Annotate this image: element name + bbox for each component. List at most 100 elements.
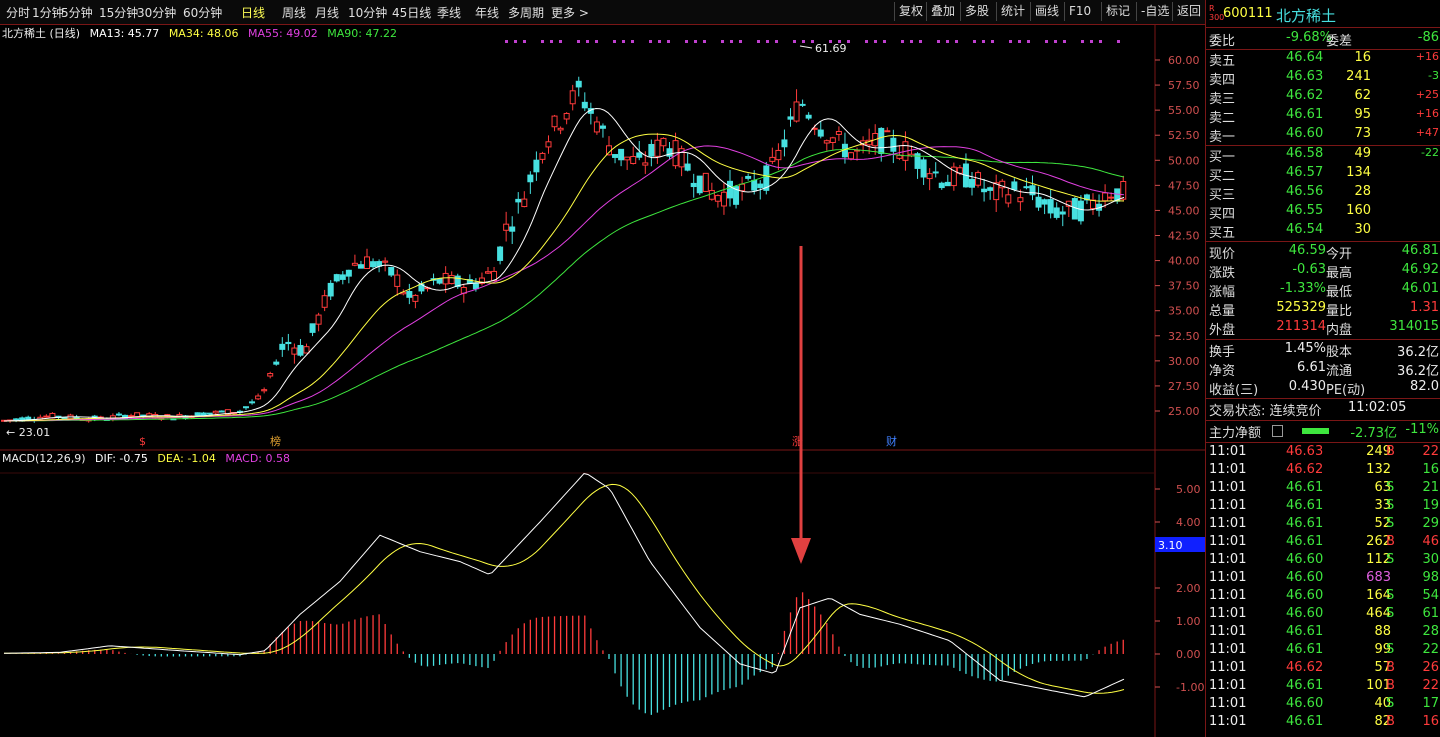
candle-body (285, 341, 292, 345)
ask-change: +47 (1415, 126, 1439, 139)
signal-dot (721, 40, 724, 43)
candle-body (660, 137, 667, 147)
event-marker-3: 财 (886, 434, 897, 448)
candle-body (224, 409, 231, 415)
candle-body (1011, 181, 1018, 190)
ma55-line (4, 145, 1125, 422)
tick-price: 46.61 (1286, 480, 1324, 495)
candle-body (442, 272, 449, 285)
kline-svg[interactable]: 60.00 57.50 55.00 52.50 50.00 47.50 45.00 42.50… (0, 24, 1205, 737)
tick-row: 11:01 46.61 33 S 19 (1206, 498, 1440, 516)
tick-side: B (1386, 678, 1395, 693)
candle-body (878, 127, 885, 154)
tick-price: 46.61 (1286, 498, 1324, 513)
tick-count: 54 (1422, 588, 1439, 603)
ask-price: 46.63 (1286, 69, 1324, 84)
candle-body (515, 198, 522, 203)
period-tab-10[interactable]: 45日线 (392, 6, 432, 20)
period-tab-0[interactable]: 分时 (6, 6, 31, 20)
bid-volume: 49 (1354, 146, 1371, 161)
toolbar-action-1[interactable]: 叠加 (926, 2, 959, 21)
stat-value: 46.92 (1401, 262, 1439, 277)
signal-dot (1054, 40, 1057, 43)
toolbar-action-0[interactable]: 复权 (894, 2, 927, 21)
tick-row: 11:01 46.60 164 S 54 (1206, 588, 1440, 606)
bid-price: 46.54 (1286, 222, 1324, 237)
tick-volume: 683 (1366, 570, 1391, 585)
high-pointer (799, 45, 813, 49)
tick-price: 46.62 (1286, 660, 1324, 675)
toolbar-action-7[interactable]: -自选 (1136, 2, 1173, 21)
period-tab-5[interactable]: 60分钟 (183, 6, 223, 20)
period-tab-3[interactable]: 15分钟 (99, 6, 139, 20)
toolbar-action-4[interactable]: 画线 (1030, 2, 1063, 21)
signal-dot (1009, 40, 1012, 43)
ask-row: 卖四 46.63 241 -3 (1206, 69, 1440, 88)
tick-side: B (1386, 534, 1395, 549)
bid-row: 买五 46.54 30 (1206, 222, 1440, 241)
candle-body (1005, 194, 1012, 204)
tick-time: 11:01 (1209, 588, 1247, 603)
candle-body (757, 183, 764, 189)
candle-body (388, 267, 395, 276)
ask-label: 卖二 (1209, 111, 1236, 126)
price-tick-label: 57.50 (1168, 79, 1200, 92)
fund-row: 换手 1.45% 股本 36.2亿 (1206, 341, 1440, 360)
period-tab-4[interactable]: 30分钟 (137, 6, 177, 20)
period-tab-12[interactable]: 年线 (475, 6, 500, 20)
price-tick-label: 55.00 (1168, 104, 1200, 117)
toolbar-action-3[interactable]: 统计 (996, 2, 1029, 21)
tick-side: S (1386, 696, 1395, 711)
tick-price: 46.61 (1286, 714, 1324, 729)
candle-body (944, 181, 951, 187)
tick-row: 11:01 46.62 57 B 26 (1206, 660, 1440, 678)
event-marker-1: 榜 (270, 434, 281, 448)
macd-title: MACD(12,26,9) (2, 452, 86, 465)
period-tab-14[interactable]: 更多 > (551, 6, 589, 20)
divider (1206, 145, 1440, 146)
period-tab-9[interactable]: 10分钟 (348, 6, 388, 20)
signal-dot (739, 40, 742, 43)
candle-body (835, 131, 842, 135)
signal-dot (829, 40, 832, 43)
ask-volume: 95 (1354, 107, 1371, 122)
trade-state: 交易状态: 连续竞价 (1209, 404, 1322, 419)
period-tab-13[interactable]: 多周期 (508, 6, 545, 20)
bid-row: 买四 46.55 160 (1206, 203, 1440, 222)
signal-dot (955, 40, 958, 43)
toolbar-action-2[interactable]: 多股 (960, 2, 993, 21)
period-tab-11[interactable]: 季线 (437, 6, 462, 20)
main-flow-row[interactable]: 主力净额 -2.73亿 -11% (1206, 422, 1440, 441)
divider (1206, 398, 1440, 399)
signal-dot (1099, 40, 1102, 43)
candle-body (642, 162, 649, 166)
ask-change: -3 (1428, 69, 1439, 82)
toolbar-action-6[interactable]: 标记 (1101, 2, 1134, 21)
toolbar-action-8[interactable]: 返回 (1172, 2, 1205, 21)
candle-body (509, 226, 516, 232)
trade-state-row: 交易状态: 连续竞价 11:02:05 (1206, 400, 1440, 419)
price-tick-label: 35.00 (1168, 305, 1200, 318)
period-tab-6[interactable]: 日线 (241, 6, 266, 20)
stock-header: R 300 600111 北方稀土 (1206, 4, 1440, 26)
tick-time: 11:01 (1209, 498, 1247, 513)
price-tick-label: 50.00 (1168, 154, 1200, 167)
bid-row: 买二 46.57 134 (1206, 165, 1440, 184)
tick-price: 46.61 (1286, 516, 1324, 531)
candle-body (1102, 192, 1109, 202)
kline-chart-area[interactable]: 60.00 57.50 55.00 52.50 50.00 47.50 45.00 42.50… (0, 24, 1205, 737)
period-tab-7[interactable]: 周线 (282, 6, 307, 20)
tick-time: 11:01 (1209, 624, 1247, 639)
fund-value: 6.61 (1297, 360, 1326, 375)
toolbar-action-5[interactable]: F10 (1064, 2, 1095, 21)
price-tick-label: 47.50 (1168, 179, 1200, 192)
candle-body (987, 187, 994, 191)
fund-value: 36.2亿 (1397, 364, 1439, 379)
period-tab-8[interactable]: 月线 (315, 6, 340, 20)
candle-body (829, 137, 836, 143)
signal-dot (523, 40, 526, 43)
stat-label: 今开 (1326, 247, 1353, 262)
list-icon[interactable] (1272, 425, 1283, 437)
period-tab-2[interactable]: 5分钟 (61, 6, 93, 20)
period-tab-1[interactable]: 1分钟 (32, 6, 64, 20)
